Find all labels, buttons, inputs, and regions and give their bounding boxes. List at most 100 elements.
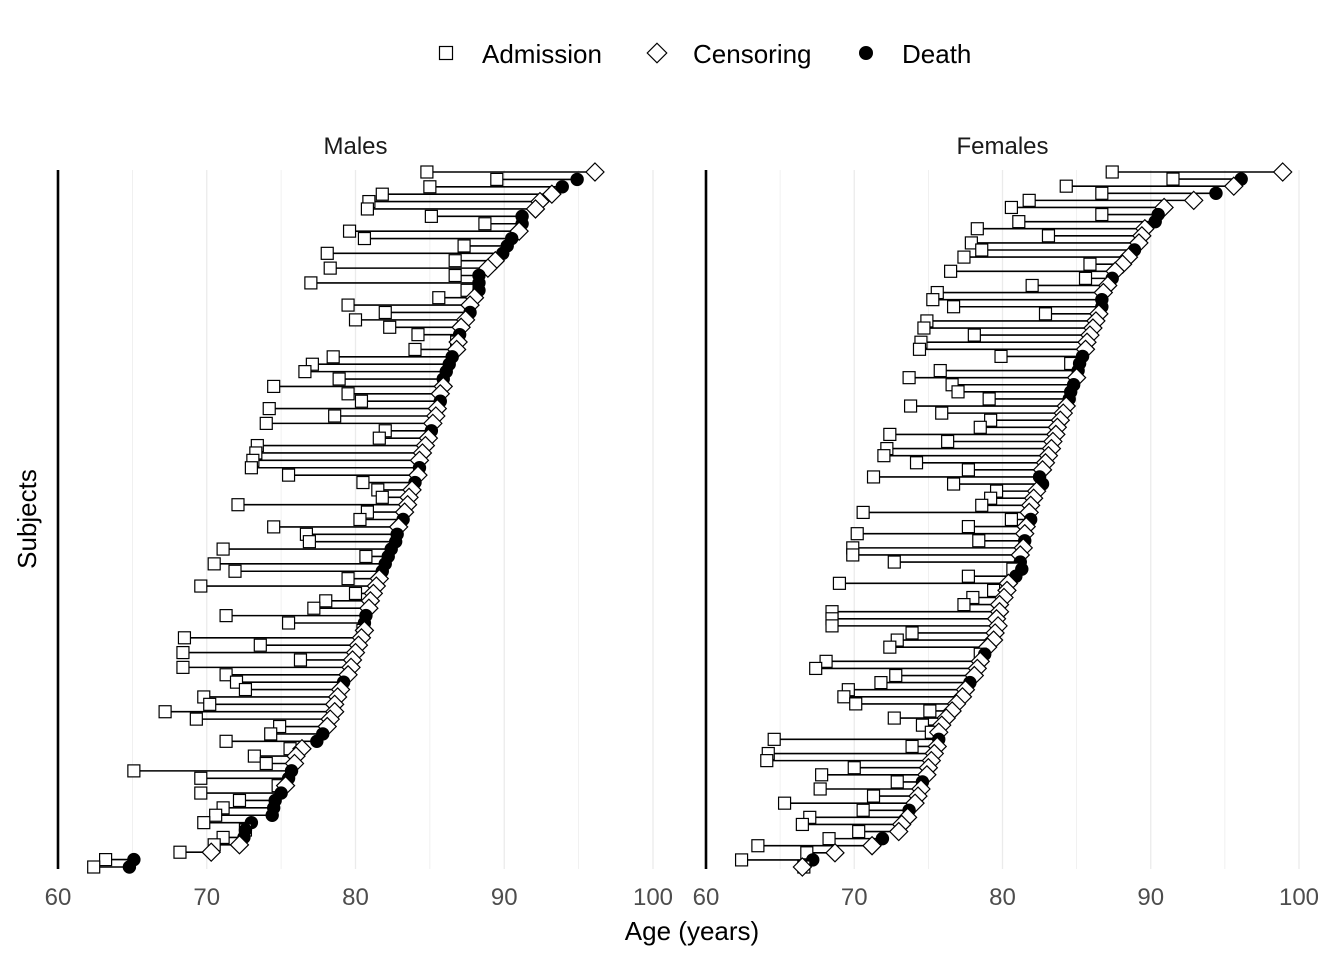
admission-marker [328, 409, 342, 423]
subject-row [825, 616, 1008, 636]
subject-row [197, 687, 348, 707]
subject-row [320, 246, 510, 261]
admission-marker [207, 557, 221, 571]
admission-marker [490, 172, 504, 186]
admission-marker [253, 638, 267, 652]
gridlines-females [779, 170, 1300, 869]
admission-marker [1078, 271, 1093, 285]
admission-marker [973, 420, 987, 434]
admission-marker [874, 676, 888, 690]
admission-marker [298, 365, 312, 379]
admission-marker [972, 534, 986, 548]
subject-row [267, 376, 454, 397]
admission-marker [353, 512, 367, 527]
subject-row [866, 786, 928, 806]
subject-row [219, 608, 373, 623]
admission-marker [887, 555, 901, 569]
panel-males: Males 60 70 80 90 100 [45, 133, 673, 911]
admission-marker [197, 816, 211, 830]
x-axis-label: Age (years) [625, 916, 759, 946]
death-marker [875, 831, 890, 846]
admission-marker [905, 626, 919, 640]
subject-row [994, 349, 1090, 364]
admission-marker [232, 793, 247, 808]
admission-marker [423, 180, 437, 194]
admission-marker [341, 572, 355, 586]
subject-row [457, 239, 514, 253]
admission-marker [946, 477, 961, 491]
subject-row [323, 258, 498, 278]
admission-marker [905, 739, 919, 754]
death-marker [1148, 214, 1162, 229]
admission-marker [375, 187, 389, 201]
admission-marker [866, 470, 881, 484]
admission-marker [1004, 200, 1018, 215]
admission-marker [448, 268, 462, 283]
admission-marker [964, 236, 978, 250]
subject-row [356, 475, 422, 490]
admission-marker [1105, 165, 1119, 179]
x-tick-label-males-90: 90 [491, 884, 518, 911]
admission-marker [912, 342, 927, 356]
subject-row [1105, 162, 1293, 182]
admission-marker [323, 261, 337, 275]
admission-marker [852, 824, 866, 839]
x-ticks-males: 60 70 80 90 100 [45, 884, 673, 911]
admission-marker [856, 803, 870, 817]
admission-marker [87, 860, 101, 874]
censoring-marker [525, 199, 546, 219]
censoring-marker [585, 162, 605, 182]
death-marker [555, 180, 569, 194]
admission-marker [961, 569, 976, 583]
admission-marker [795, 817, 809, 832]
admission-marker [304, 276, 318, 290]
x-tick-label-females-90: 90 [1137, 884, 1164, 911]
admission-marker [98, 853, 113, 867]
admission-marker [293, 653, 308, 667]
admission-marker [994, 349, 1008, 363]
censoring-marker [825, 842, 845, 863]
admission-marker [173, 845, 187, 859]
admission-marker [815, 768, 829, 782]
admission-marker [1095, 207, 1109, 222]
admission-marker [307, 601, 321, 615]
subject-row [354, 394, 447, 408]
admission-marker [734, 853, 749, 867]
subject-row [209, 808, 279, 822]
admission-marker [247, 749, 261, 763]
y-axis-label: Subjects [12, 469, 42, 569]
subject-row [866, 470, 1047, 484]
admission-marker [777, 796, 792, 810]
admission-marker [903, 399, 918, 413]
admission-marker [825, 619, 839, 633]
subject-row [1095, 186, 1223, 200]
admission-marker [967, 328, 981, 342]
admission-marker [203, 697, 217, 711]
legend-marker-censoring [646, 42, 668, 64]
admission-marker [372, 431, 386, 445]
subject-row [1059, 176, 1244, 197]
admission-marker [424, 209, 438, 223]
admission-marker [1095, 186, 1109, 200]
subject-row [917, 318, 1103, 338]
subject-row [281, 465, 428, 485]
death-marker [310, 734, 324, 749]
admission-marker [216, 542, 230, 556]
admission-marker [926, 293, 940, 307]
admission-marker [383, 320, 397, 334]
admission-marker [1022, 193, 1036, 207]
subject-row [360, 199, 546, 219]
subject-row [1095, 207, 1165, 222]
subject-row [849, 694, 967, 714]
admission-marker [411, 328, 425, 342]
subject-row [423, 180, 569, 194]
subject-row [267, 517, 409, 537]
admission-marker [356, 475, 370, 490]
admission-marker [1025, 278, 1039, 293]
subject-row [231, 494, 418, 515]
censoring-marker [229, 834, 250, 855]
censoring-marker [862, 835, 882, 856]
subject-row [203, 694, 345, 715]
subject-row [262, 398, 448, 419]
death-marker [122, 860, 137, 874]
